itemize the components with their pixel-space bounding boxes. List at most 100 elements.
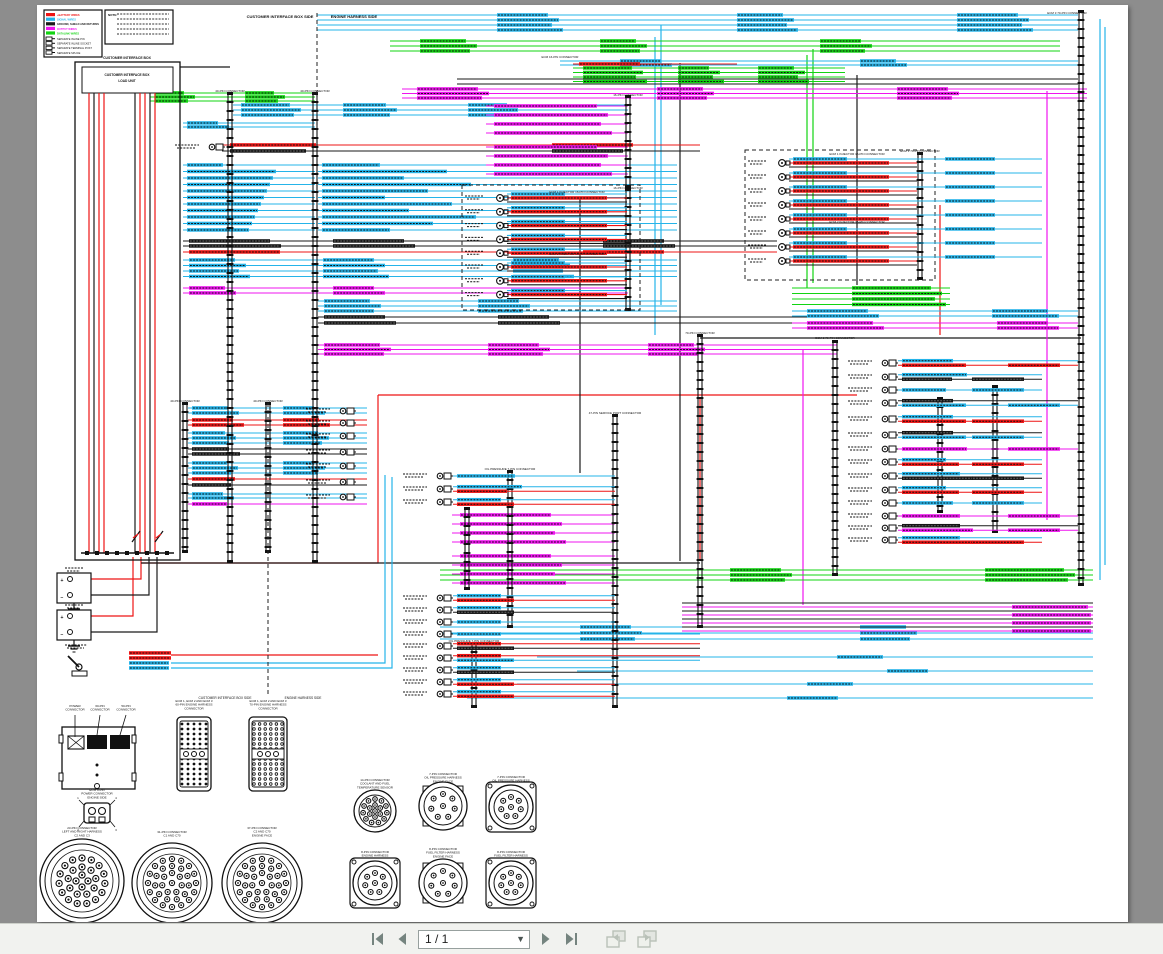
svg-text:ECM 3 70-PIN CONNECTOR: ECM 3 70-PIN CONNECTOR — [1047, 11, 1087, 15]
svg-text:7-PIN CONNECTOR: 7-PIN CONNECTOR — [429, 772, 458, 776]
svg-text:40-PIN CONNECTOR: 40-PIN CONNECTOR — [170, 399, 200, 403]
svg-text:LEFT AND RIGHT HARNESS: LEFT AND RIGHT HARNESS — [62, 830, 102, 834]
svg-text:COOLANT AND FUEL: COOLANT AND FUEL — [360, 782, 390, 786]
svg-text:POWER: POWER — [69, 704, 81, 708]
svg-text:ENGINE HARNESS: ENGINE HARNESS — [362, 854, 389, 858]
svg-text:CUSTOMER INTERFACE BOX SIDE: CUSTOMER INTERFACE BOX SIDE — [247, 14, 314, 19]
svg-text:OIL PRESSURE HARNESS: OIL PRESSURE HARNESS — [424, 776, 461, 780]
svg-text:−: − — [61, 632, 64, 638]
svg-text:SEPARATE INLINE PIN: SEPARATE INLINE PIN — [57, 37, 85, 41]
wire-bundles — [150, 13, 1093, 700]
svg-text:DATALINK WIRES: DATALINK WIRES — [57, 31, 79, 35]
injector-rows — [465, 157, 1042, 300]
svg-text:8-PIN CONNECTOR: 8-PIN CONNECTOR — [361, 850, 390, 854]
next-view-button[interactable] — [635, 929, 659, 949]
svg-text:40-PIN CONNECTOR: 40-PIN CONNECTOR — [300, 89, 330, 93]
svg-text:ECM 2 INJECTOR 16-PIN CONNECTO: ECM 2 INJECTOR 16-PIN CONNECTOR — [829, 220, 885, 224]
svg-text:OIL PRESSURE 7-PIN CONNECTOR: OIL PRESSURE 7-PIN CONNECTOR — [485, 467, 537, 471]
svg-text:C2 AND C70: C2 AND C70 — [253, 830, 271, 834]
page-number-value: 1 / 1 — [425, 932, 449, 946]
svg-text:60-PIN: 60-PIN — [95, 704, 104, 708]
svg-text:SIGNAL WIRES: SIGNAL WIRES — [57, 18, 76, 22]
previous-page-button[interactable] — [393, 930, 411, 948]
svg-text:CONNECTOR: CONNECTOR — [184, 706, 204, 710]
svg-text:+BATTERY WIRES: +BATTERY WIRES — [57, 13, 80, 17]
dropdown-arrow-icon: ▼ — [516, 934, 525, 944]
svg-text:16-PIN CONNECTOR: 16-PIN CONNECTOR — [613, 93, 643, 97]
svg-text:ECM 1 INJECTOR 16-PIN CONNECTO: ECM 1 INJECTOR 16-PIN CONNECTOR — [829, 152, 885, 156]
svg-text:ENGINE FACE: ENGINE FACE — [252, 833, 272, 837]
svg-text:31-PIN CONNECTOR: 31-PIN CONNECTOR — [157, 830, 187, 834]
svg-text:FUEL FILTER HARNESS: FUEL FILTER HARNESS — [494, 854, 528, 858]
first-page-button[interactable] — [368, 930, 386, 948]
svg-text:3: 3 — [115, 828, 117, 832]
svg-text:FUEL FILTER HARNESS: FUEL FILTER HARNESS — [426, 851, 460, 855]
viewer-toolbar: 1 / 1 ▼ — [0, 923, 1163, 954]
svg-text:CUSTOMER INTERFACE BOX: CUSTOMER INTERFACE BOX — [105, 73, 151, 77]
svg-text:37-PIN CONNECTOR: 37-PIN CONNECTOR — [247, 826, 277, 830]
svg-text:8-PIN CONNECTOR: 8-PIN CONNECTOR — [497, 850, 526, 854]
connector-gallery: POWERCONNECTOR60-PINCONNECTOR50-PINCONNE… — [39, 699, 537, 922]
svg-text:SEPARATE INLINE SOCKET: SEPARATE INLINE SOCKET — [57, 42, 91, 46]
svg-text:ECM 16-PIN CONNECTOR: ECM 16-PIN CONNECTOR — [542, 55, 580, 59]
svg-text:40-PIN CONNECTOR: 40-PIN CONNECTOR — [215, 89, 245, 93]
svg-text:16-PIN CONNECTOR: 16-PIN CONNECTOR — [613, 186, 643, 190]
next-page-icon — [542, 933, 550, 945]
svg-text:ENGINE HARNESS SIDE: ENGINE HARNESS SIDE — [285, 696, 322, 700]
svg-text:ECM 1 INJECTOR 16-PIN CONNECTO: ECM 1 INJECTOR 16-PIN CONNECTOR — [549, 190, 605, 194]
svg-text:ECM 1, ECM 2 AND ECM 3: ECM 1, ECM 2 AND ECM 3 — [249, 699, 286, 703]
svg-text:CONNECTOR: CONNECTOR — [258, 706, 278, 710]
customer-interface-box: CUSTOMER INTERFACE BOX LOAD UNIT + − + − — [56, 61, 181, 677]
svg-text:ENGINE FACE: ENGINE FACE — [433, 854, 453, 858]
wiring-diagram: CUSTOMER INTERFACE BOX LOAD UNIT + − + − +BATT… — [39, 9, 1106, 922]
diagram-labels: CUSTOMER INTERFACE BOX SIDE ENGINE HARNES… — [103, 11, 1087, 700]
svg-text:CUSTOMER INTERFACE BOX SIDE: CUSTOMER INTERFACE BOX SIDE — [199, 696, 252, 700]
svg-text:ECM 2 INJECTOR 16-PIN CONNECTO: ECM 2 INJECTOR 16-PIN CONNECTOR — [549, 252, 605, 256]
svg-text:14-PIN CONNECTOR: 14-PIN CONNECTOR — [360, 778, 390, 782]
previous-view-button[interactable] — [604, 929, 628, 949]
page-number-field[interactable]: 1 / 1 ▼ — [418, 929, 530, 949]
svg-text:LOAD UNIT: LOAD UNIT — [118, 79, 135, 83]
svg-text:4: 4 — [115, 796, 117, 800]
svg-text:2: 2 — [77, 828, 79, 832]
svg-text:TEMPERATURE SENSOR: TEMPERATURE SENSOR — [357, 785, 394, 789]
first-page-icon — [371, 933, 383, 945]
svg-text:C1 AND C70: C1 AND C70 — [163, 834, 181, 838]
svg-text:ECM 2 70-PIN CONNECTOR: ECM 2 70-PIN CONNECTOR — [815, 336, 855, 340]
previous-view-icon — [606, 929, 626, 948]
svg-text:60-PIN ENGINE HARNESS: 60-PIN ENGINE HARNESS — [175, 703, 212, 707]
svg-text:50-PIN: 50-PIN — [121, 704, 130, 708]
svg-text:23-PIN CONNECTOR: 23-PIN CONNECTOR — [67, 826, 97, 830]
svg-text:1: 1 — [77, 796, 79, 800]
last-page-button[interactable] — [562, 930, 580, 948]
svg-text:POWER CONNECTOR: POWER CONNECTOR — [81, 792, 113, 796]
svg-text:C2 AND C3: C2 AND C3 — [74, 833, 90, 837]
svg-text:8-PIN CONNECTOR: 8-PIN CONNECTOR — [429, 847, 458, 851]
next-view-icon — [637, 929, 657, 948]
document-page: CUSTOMER INTERFACE BOX LOAD UNIT + − + − +BATT… — [37, 5, 1128, 922]
previous-page-icon — [398, 933, 406, 945]
svg-text:70-PIN CONNECTOR: 70-PIN CONNECTOR — [685, 331, 715, 335]
svg-text:CONNECTOR: CONNECTOR — [90, 708, 110, 712]
svg-text:47-PIN SERVICE PORT CONNECTOR: 47-PIN SERVICE PORT CONNECTOR — [589, 411, 642, 415]
svg-text:NOTE:: NOTE: — [108, 13, 117, 17]
svg-text:SEPARATE TERMINAL POST: SEPARATE TERMINAL POST — [57, 46, 92, 50]
page-nav-controls: 1 / 1 ▼ — [368, 929, 659, 949]
svg-text:ENGINE HARNESS SIDE: ENGINE HARNESS SIDE — [331, 14, 378, 19]
sensor-rows — [175, 143, 1078, 698]
svg-text:OIL PRESSURE 7-PIN CONNECTOR: OIL PRESSURE 7-PIN CONNECTOR — [449, 639, 501, 643]
svg-text:CONNECTOR: CONNECTOR — [116, 708, 136, 712]
svg-text:ECM 1, ECM 2 AND ECM 3: ECM 1, ECM 2 AND ECM 3 — [175, 699, 212, 703]
svg-text:ECM 4-PIN: ECM 4-PIN — [89, 788, 104, 792]
svg-text:40-PIN CONNECTOR: 40-PIN CONNECTOR — [253, 399, 283, 403]
svg-text:+: + — [61, 578, 64, 584]
svg-text:SEPARATE SPLICE: SEPARATE SPLICE — [57, 51, 81, 55]
last-page-icon — [565, 933, 577, 945]
svg-text:−: − — [61, 595, 64, 601]
svg-text:ENGINE SIDE: ENGINE SIDE — [87, 795, 106, 799]
next-page-button[interactable] — [537, 930, 555, 948]
svg-text:CUSTOMER INTERFACE BOX: CUSTOMER INTERFACE BOX — [103, 56, 152, 60]
svg-text:OIL PRESSURE HARNESS: OIL PRESSURE HARNESS — [492, 779, 529, 783]
